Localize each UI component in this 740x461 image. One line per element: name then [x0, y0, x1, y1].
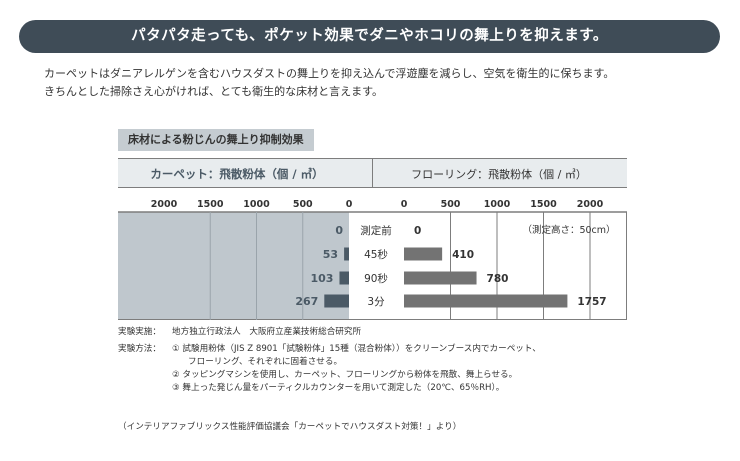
- implementer-label: 実験実施：: [118, 327, 161, 337]
- flooring-value-label: 0: [414, 225, 421, 237]
- headline-text: パタパタ走っても、ポケット効果でダニやホコリの舞上りを抑えます。: [131, 28, 608, 44]
- category-label: 90秒: [364, 272, 388, 285]
- carpet-tick-label: 0: [346, 199, 353, 210]
- carpet-tick-label: 1000: [243, 199, 270, 210]
- flooring-tick-label: 2000: [577, 199, 604, 210]
- method-row: 実験方法： ① 試験用粉体（JIS Z 8901「試験粉体」15種（混合粉体））…: [118, 343, 541, 356]
- description-line-2: きちんとした掃除さえ心がければ、とても衛生的な床材と言えます。: [44, 85, 384, 98]
- method-step-1b: フローリング、それぞれに固着させる。: [188, 357, 343, 367]
- method-label: 実験方法：: [118, 344, 161, 354]
- flooring-value-label: 780: [487, 273, 509, 285]
- carpet-value-label: 267: [295, 295, 318, 308]
- description-line-1: カーペットはダニアレルゲンを含むハウスダストの舞上りを抑え込んで浮遊塵を減らし、…: [44, 67, 615, 80]
- carpet-value-label: 53: [323, 248, 338, 261]
- carpet-value-label: 0: [335, 224, 343, 237]
- carpet-bar: [344, 247, 349, 261]
- flooring-tick-label: 1500: [530, 199, 557, 210]
- carpet-bar: [339, 271, 349, 285]
- method-step-1a: ① 試験用粉体（JIS Z 8901「試験粉体」15種（混合粉体））をクリーンブ…: [172, 344, 541, 354]
- category-label: 3分: [367, 296, 385, 308]
- flooring-bar: [404, 294, 568, 308]
- dust-chart: カーペット：飛散粉体（個 / ㎥） フローリング：飛散粉体（個 / ㎥） 200…: [118, 158, 627, 320]
- flooring-header: フローリング：飛散粉体（個 / ㎥）: [411, 167, 587, 181]
- carpet-tick-label: 2000: [151, 199, 178, 210]
- headline-banner: パタパタ走っても、ポケット効果でダニやホコリの舞上りを抑えます。: [19, 20, 720, 53]
- category-label: 45秒: [364, 248, 388, 261]
- category-label: 測定前: [360, 224, 392, 237]
- implementer-value: 地方独立行政法人 大阪府立産業技術総合研究所: [172, 327, 362, 337]
- carpet-value-label: 103: [311, 272, 334, 285]
- flooring-tick-label: 1000: [484, 199, 511, 210]
- experiment-notes: 実験実施： 地方独立行政法人 大阪府立産業技術総合研究所 実験方法： ① 試験用…: [118, 326, 541, 395]
- measurement-height-note: （測定高さ：50cm）: [522, 224, 615, 236]
- flooring-bar: [404, 271, 477, 285]
- flooring-value-label: 1757: [577, 296, 606, 308]
- description: カーペットはダニアレルゲンを含むハウスダストの舞上りを抑え込んで浮遊塵を減らし、…: [44, 65, 720, 101]
- carpet-header: カーペット：飛散粉体（個 / ㎥）: [150, 167, 323, 181]
- flooring-bar: [404, 247, 443, 261]
- flooring-value-label: 410: [452, 249, 474, 261]
- implementer-row: 実験実施： 地方独立行政法人 大阪府立産業技術総合研究所: [118, 326, 541, 339]
- carpet-tick-label: 500: [293, 199, 313, 210]
- carpet-tick-label: 1500: [197, 199, 224, 210]
- method-step-2: ② タッピングマシンを使用し、カーペット、フローリングから粉体を飛散、舞上らせる…: [172, 370, 518, 380]
- source-citation: （インテリアファブリックス性能評価協議会「カーペットでハウスダスト対策！」より）: [118, 422, 462, 432]
- flooring-tick-label: 500: [441, 199, 461, 210]
- chart-title: 床材による粉じんの舞上り抑制効果: [118, 129, 314, 151]
- carpet-background: [118, 212, 349, 320]
- flooring-tick-label: 0: [401, 199, 408, 210]
- method-step-3: ③ 舞上った発じん量をパーティクルカウンターを用いて測定した（20℃、65％RH…: [172, 383, 505, 393]
- carpet-bar: [324, 294, 349, 308]
- chart-frame: カーペット：飛散粉体（個 / ㎥） フローリング：飛散粉体（個 / ㎥）: [118, 158, 627, 320]
